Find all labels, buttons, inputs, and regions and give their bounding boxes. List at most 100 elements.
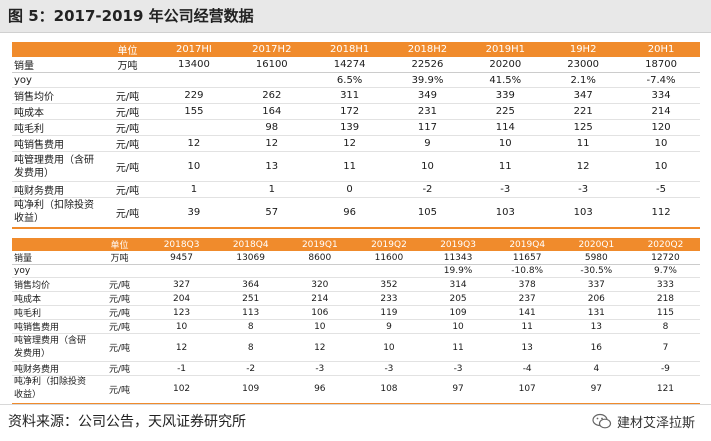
value-cell: 352 xyxy=(354,277,424,292)
unit-cell: 元/吨 xyxy=(92,319,147,334)
unit-cell xyxy=(100,72,155,88)
header-cell: 2017HI xyxy=(155,42,233,57)
value-cell: 141 xyxy=(492,305,562,320)
value-cell: 262 xyxy=(232,87,311,104)
table-row: 销量 万吨 9457 13069 8600 11600 11343 11657 5980 1272… xyxy=(12,251,700,265)
value-cell: -3 xyxy=(285,361,355,376)
row-label: 吨财务费用 xyxy=(12,361,92,376)
value-cell: 349 xyxy=(388,87,467,104)
unit-cell: 元/吨 xyxy=(100,135,155,152)
value-cell: 327 xyxy=(147,277,217,292)
table-row: 吨财务费用 元/吨 -1 -2 -3 -3 -3 -4 4 -9 xyxy=(12,361,700,376)
value-cell: 16 xyxy=(561,333,631,362)
header-cell: 2020Q2 xyxy=(630,238,700,251)
value-cell: 8600 xyxy=(285,251,355,265)
header-cell: 2019H1 xyxy=(466,42,545,57)
value-cell: 347 xyxy=(544,87,623,104)
value-cell: 109 xyxy=(423,305,493,320)
wechat-icon xyxy=(592,413,612,429)
value-cell: 97 xyxy=(423,375,493,405)
header-cell: 2018H2 xyxy=(388,42,467,57)
value-cell: 0 xyxy=(310,181,389,198)
header-cell: 2018Q4 xyxy=(216,238,286,251)
table-row: 吨净利（扣除投资收益） 元/吨 39 57 96 105 103 103 112 xyxy=(12,197,700,229)
table-row: 吨毛利 元/吨 123 113 106 119 109 141 131 115 xyxy=(12,305,700,320)
value-cell: 139 xyxy=(310,119,389,136)
value-cell: 117 xyxy=(388,119,467,136)
value-cell: 7 xyxy=(630,333,700,362)
value-cell xyxy=(285,264,355,278)
value-cell: 11343 xyxy=(423,251,493,265)
row-label: 销售均价 xyxy=(12,87,100,104)
unit-cell: 万吨 xyxy=(100,57,155,73)
value-cell: -5 xyxy=(622,181,700,198)
value-cell: 109 xyxy=(216,375,286,405)
value-cell: -2 xyxy=(216,361,286,376)
value-cell: 98 xyxy=(232,119,311,136)
unit-cell: 元/吨 xyxy=(92,305,147,320)
header-cell: 2019Q4 xyxy=(492,238,562,251)
value-cell: 1 xyxy=(155,181,233,198)
value-cell: 12 xyxy=(544,151,623,182)
header-cell: 20H1 xyxy=(622,42,700,57)
table-row: 销量 万吨 13400 16100 14274 22526 20200 23000 18700 xyxy=(12,57,700,73)
header-cell: 2019Q1 xyxy=(285,238,355,251)
value-cell: 337 xyxy=(561,277,631,292)
row-label: 吨净利（扣除投资收益） xyxy=(12,197,100,229)
value-cell: 12720 xyxy=(630,251,700,265)
value-cell: 107 xyxy=(492,375,562,405)
value-cell xyxy=(147,264,217,278)
value-cell: 9 xyxy=(354,319,424,334)
value-cell: 229 xyxy=(155,87,233,104)
value-cell xyxy=(155,72,233,88)
unit-cell: 元/吨 xyxy=(92,291,147,306)
value-cell: 172 xyxy=(310,103,389,120)
row-label: 吨销售费用 xyxy=(12,135,100,152)
value-cell: 121 xyxy=(630,375,700,405)
value-cell: 10 xyxy=(466,135,545,152)
value-cell: 112 xyxy=(622,197,700,229)
value-cell: 334 xyxy=(622,87,700,104)
value-cell: -2 xyxy=(388,181,467,198)
value-cell xyxy=(232,72,311,88)
table-row: 销售均价 元/吨 327 364 320 352 314 378 337 333 xyxy=(12,277,700,292)
row-label: 销量 xyxy=(12,57,100,73)
row-label: yoy xyxy=(12,72,100,88)
table-row: yoy 19.9% -10.8% -30.5% 9.7% xyxy=(12,264,700,278)
value-cell: 155 xyxy=(155,103,233,120)
value-cell: 218 xyxy=(630,291,700,306)
brand-name: 建材艾泽拉斯 xyxy=(616,416,695,431)
value-cell: 131 xyxy=(561,305,631,320)
value-cell: 233 xyxy=(354,291,424,306)
value-cell: 102 xyxy=(147,375,217,405)
value-cell: 108 xyxy=(354,375,424,405)
value-cell: 231 xyxy=(388,103,467,120)
value-cell: 11 xyxy=(492,319,562,334)
unit-cell: 元/吨 xyxy=(100,197,155,229)
unit-cell: 万吨 xyxy=(92,251,147,265)
row-label: 吨管理费用（含研发费用） xyxy=(12,151,100,182)
value-cell: 105 xyxy=(388,197,467,229)
value-cell: 9.7% xyxy=(630,264,700,278)
row-label: 吨财务费用 xyxy=(12,181,100,198)
row-label: 销量 xyxy=(12,251,92,265)
value-cell: -3 xyxy=(354,361,424,376)
value-cell: 11600 xyxy=(354,251,424,265)
unit-cell: 元/吨 xyxy=(92,333,147,362)
unit-cell: 元/吨 xyxy=(92,375,147,405)
value-cell: 103 xyxy=(544,197,623,229)
value-cell: 10 xyxy=(423,319,493,334)
value-cell: 221 xyxy=(544,103,623,120)
value-cell: 364 xyxy=(216,277,286,292)
value-cell: 314 xyxy=(423,277,493,292)
value-cell: 123 xyxy=(147,305,217,320)
value-cell: 19.9% xyxy=(423,264,493,278)
header-cell: 2020Q1 xyxy=(561,238,631,251)
value-cell: 13 xyxy=(232,151,311,182)
value-cell xyxy=(216,264,286,278)
value-cell: 8 xyxy=(630,319,700,334)
value-cell: 4 xyxy=(561,361,631,376)
header-cell: 2018Q3 xyxy=(147,238,217,251)
value-cell: 23000 xyxy=(544,57,623,73)
table-row: 吨净利（扣除投资收益） 元/吨 102 109 96 108 97 107 97 121 xyxy=(12,375,700,405)
